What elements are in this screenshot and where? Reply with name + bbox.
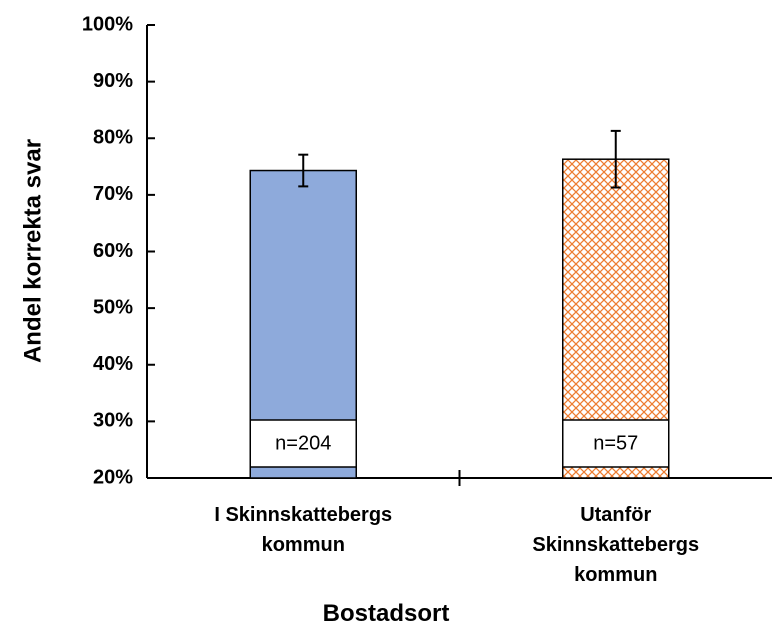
y-tick-label: 40% xyxy=(93,353,133,375)
annotation-box xyxy=(249,419,357,468)
y-tick-label: 80% xyxy=(93,127,133,149)
y-tick-label: 100% xyxy=(82,13,133,35)
x-tick-label: I Skinnskattebergs kommun xyxy=(214,504,393,556)
y-tick-label: 70% xyxy=(93,183,133,205)
y-tick-label: 50% xyxy=(93,296,133,318)
x-tick-label: Utanför Skinnskattebergs kommun xyxy=(532,504,700,586)
y-tick-label: 30% xyxy=(93,410,133,432)
y-axis-label: Andel korrekta svar xyxy=(19,139,46,363)
x-axis-label: Bostadsort xyxy=(322,600,450,627)
annotation: n=204 xyxy=(275,432,331,454)
y-tick-label: 20% xyxy=(93,466,133,488)
y-tick-label: 90% xyxy=(93,70,133,92)
annotation-box xyxy=(562,419,670,468)
annotation: n=57 xyxy=(593,432,638,454)
y-tick-label: 60% xyxy=(93,240,133,262)
